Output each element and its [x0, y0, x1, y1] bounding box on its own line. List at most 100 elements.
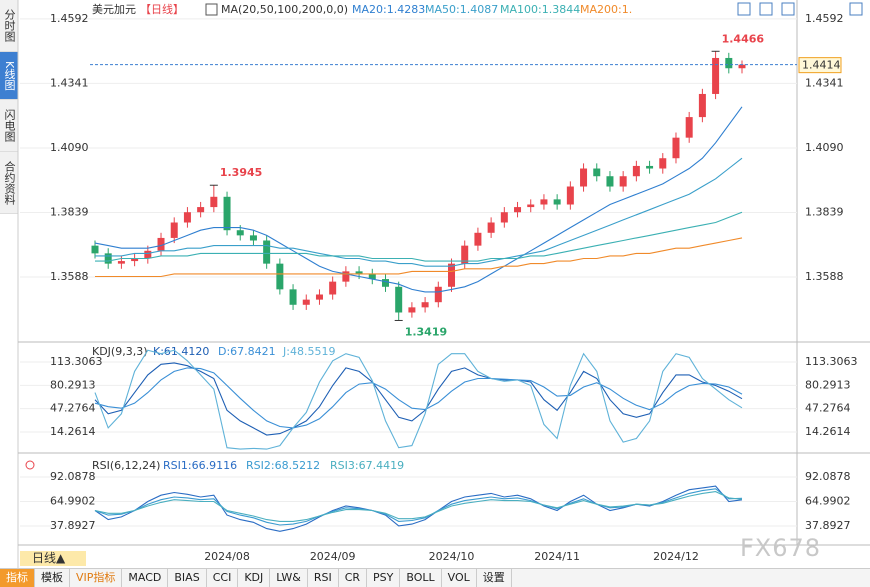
- y-tick-label: 92.0878: [805, 470, 851, 483]
- chart-bg: [18, 0, 870, 568]
- candle-body: [553, 199, 561, 205]
- legend-entry: MA20:1.4283: [352, 3, 425, 16]
- candle-body: [527, 204, 535, 208]
- candle-body: [712, 57, 720, 94]
- x-tick-label: 2024/12: [653, 550, 699, 563]
- indicator-line: [94, 349, 743, 450]
- settings[interactable]: [849, 2, 863, 16]
- watermark: FX678: [740, 534, 822, 562]
- indicator-tabs: 指标 模板 VIP指标 MACD BIAS CCI KDJ LW& RSI CR PSY BOLL VO…: [0, 568, 870, 587]
- annotation-label: 1.3419: [405, 325, 447, 338]
- indicator-tab[interactable]: CR: [339, 569, 368, 587]
- y-tick-label-left: 80.2913: [50, 378, 96, 391]
- tab-kline[interactable]: K线图: [0, 52, 18, 100]
- candle-body: [104, 253, 112, 264]
- indicator-line: [94, 367, 743, 429]
- y-tick-label-left: 64.9902: [50, 495, 96, 508]
- candle-body: [197, 207, 205, 213]
- y-tick-label-left: 1.4341: [50, 76, 89, 89]
- candle-body: [738, 64, 746, 69]
- indicator-tab[interactable]: BOLL: [400, 569, 442, 587]
- candle-body: [381, 279, 389, 287]
- indicator-tab[interactable]: KDJ: [238, 569, 271, 587]
- indicator-title: KDJ(9,3,3): [92, 345, 148, 358]
- indicator-tab[interactable]: 设置: [477, 569, 512, 587]
- y-tick-label-left: 37.8927: [50, 519, 96, 532]
- rsi-icon[interactable]: [25, 460, 35, 470]
- y-tick-label-left: 14.2614: [50, 425, 96, 438]
- y-tick-label-left: 47.2764: [50, 402, 96, 415]
- indicator-line: [94, 106, 743, 293]
- zoom-in[interactable]: [737, 2, 751, 16]
- y-tick-label: 37.8927: [805, 519, 851, 532]
- y-tick-label-left: 1.4090: [50, 141, 89, 154]
- indicator-tab[interactable]: LW&: [270, 569, 308, 587]
- tab-contract[interactable]: 合约资料: [0, 152, 18, 214]
- candle-body: [646, 165, 654, 169]
- y-tick-label-left: 1.4592: [50, 12, 89, 25]
- candle-body: [672, 137, 680, 159]
- fullscreen[interactable]: [781, 2, 795, 16]
- candle-body: [580, 168, 588, 187]
- candle-body: [606, 176, 614, 187]
- legend-entry: D:67.8421: [218, 345, 276, 358]
- candle-body: [421, 302, 429, 308]
- indicator-title: RSI(6,12,24): [92, 459, 160, 472]
- candle-body: [236, 230, 244, 236]
- candle-body: [500, 212, 508, 223]
- indicator-line: [94, 362, 743, 436]
- last-price-box: [798, 57, 842, 74]
- legend-entry: RSI3:67.4419: [330, 459, 404, 472]
- indicator-tab[interactable]: CCI: [207, 569, 239, 587]
- annotation-label: 1.4466: [722, 32, 765, 45]
- y-tick-label-left: 1.3588: [50, 270, 89, 283]
- indicator-tab[interactable]: PSY: [367, 569, 401, 587]
- candle-body: [593, 168, 601, 177]
- candle-body: [408, 307, 416, 313]
- candle-body: [355, 271, 363, 274]
- indicator-tab[interactable]: 模板: [35, 569, 70, 587]
- candle-body: [315, 294, 323, 300]
- zoom-out[interactable]: [759, 2, 773, 16]
- indicator-tab[interactable]: 指标: [0, 569, 35, 587]
- candle-body: [289, 289, 297, 305]
- y-tick-label: 1.3588: [805, 270, 844, 283]
- x-tick-label: 2024/08: [204, 550, 250, 563]
- candle-body: [91, 245, 99, 254]
- legend-entry: RSI2:68.5212: [246, 459, 320, 472]
- x-tick-label: 2024/11: [534, 550, 580, 563]
- y-tick-label-left: 1.3839: [50, 205, 89, 218]
- candle-body: [659, 158, 667, 169]
- candle-body: [725, 57, 733, 69]
- legend-entry: J:48.5519: [282, 345, 335, 358]
- settings-icon[interactable]: [205, 3, 218, 16]
- indicator-tab[interactable]: VIP指标: [70, 569, 123, 587]
- candle-body: [487, 222, 495, 233]
- period-select[interactable]: 日线▲: [20, 551, 86, 566]
- candle-body: [131, 258, 139, 262]
- y-tick-label: 1.4341: [805, 76, 844, 89]
- candle-body: [448, 263, 456, 287]
- y-tick-label: 1.4592: [805, 12, 844, 25]
- annotation-label: 1.3945: [220, 166, 262, 179]
- x-tick-label: 2024/10: [429, 550, 475, 563]
- candle-body: [434, 286, 442, 303]
- indicator-line: [95, 211, 743, 262]
- candle-body: [474, 232, 482, 246]
- legend-entry: K:61.4120: [153, 345, 209, 358]
- legend-entry: RSI1:66.9116: [163, 459, 237, 472]
- candle-body: [514, 207, 522, 213]
- indicator-tab[interactable]: VOL: [442, 569, 477, 587]
- indicator-tab[interactable]: MACD: [122, 569, 169, 587]
- candle-body: [157, 237, 165, 251]
- y-tick-label: 1.3839: [805, 205, 844, 218]
- y-tick-label: 1.4090: [805, 141, 844, 154]
- indicator-tab[interactable]: BIAS: [168, 569, 207, 587]
- candle-body: [263, 240, 271, 264]
- tab-flash[interactable]: 闪电图: [0, 100, 18, 152]
- tab-timeshare[interactable]: 分时图: [0, 0, 18, 52]
- indicator-line: [94, 491, 743, 522]
- indicator-tab[interactable]: RSI: [308, 569, 339, 587]
- candle-body: [685, 117, 693, 138]
